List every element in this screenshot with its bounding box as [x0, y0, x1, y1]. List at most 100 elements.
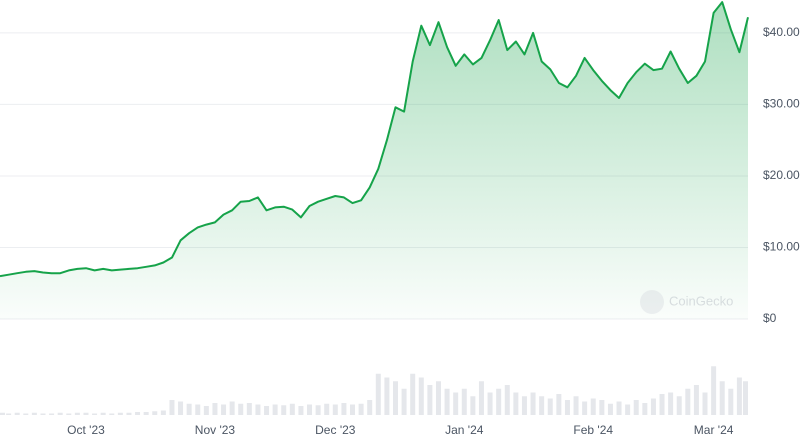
watermark-text: CoinGecko	[669, 293, 733, 308]
volume-bar	[49, 413, 55, 415]
volume-bar	[229, 401, 235, 415]
volume-bar	[341, 403, 347, 415]
volume-bar	[298, 406, 304, 415]
watermark-logo	[640, 290, 664, 314]
volume-bar	[487, 392, 493, 415]
volume-bar	[711, 366, 717, 415]
volume-bar	[195, 404, 201, 415]
volume-bar	[625, 404, 631, 415]
y-tick-label: $0	[763, 311, 777, 325]
volume-bar	[289, 403, 295, 415]
volume-bar	[143, 412, 149, 415]
x-tick-label: Feb '24	[573, 423, 613, 437]
x-tick-label: Jan '24	[445, 423, 484, 437]
volume-bar	[607, 403, 613, 415]
volume-bar	[212, 403, 218, 415]
volume-bar	[676, 396, 682, 415]
volume-bar	[599, 400, 605, 415]
volume-bar	[74, 412, 80, 415]
volume-bar	[392, 381, 398, 415]
volume-bar	[564, 400, 570, 415]
price-line	[0, 1, 749, 278]
volume-bar	[332, 404, 338, 415]
volume-bar	[693, 385, 699, 415]
volume-bar	[375, 373, 381, 415]
volume-bar	[246, 403, 252, 415]
y-tick-label: $10.00	[763, 240, 800, 254]
y-tick-label: $40.00	[763, 25, 800, 39]
volume-bar	[539, 396, 545, 415]
volume-bar	[264, 406, 270, 415]
volume-bar	[582, 401, 588, 415]
volume-bar	[418, 377, 424, 415]
volume-bar	[401, 388, 407, 415]
volume-bar	[616, 401, 622, 415]
volume-bar	[659, 394, 665, 415]
volume-bar	[92, 413, 98, 415]
volume-bar	[135, 412, 141, 415]
volume-bar	[702, 392, 708, 415]
volume-bar	[743, 381, 748, 415]
volume-bar	[307, 404, 313, 415]
volume-bar	[642, 403, 648, 415]
volume-bar	[384, 377, 390, 415]
volume-bar	[513, 392, 519, 415]
volume-bar	[728, 388, 734, 415]
volume-bar	[367, 400, 373, 415]
y-tick-label: $30.00	[763, 97, 800, 111]
volume-bar	[31, 412, 37, 415]
volume-bar	[100, 412, 106, 415]
volume-bar	[530, 392, 536, 415]
volume-bar	[470, 396, 476, 415]
volume-bar	[14, 412, 20, 415]
volume-bar	[521, 396, 527, 415]
volume-bar	[410, 373, 416, 415]
volume-bar	[315, 405, 321, 415]
volume-bar	[186, 403, 192, 415]
volume-bar	[238, 403, 244, 415]
volume-bar	[504, 385, 510, 415]
volume-bar	[444, 388, 450, 415]
volume-bar	[160, 410, 166, 415]
volume-bar	[556, 394, 562, 415]
volume-bar	[358, 403, 364, 415]
volume-bar	[109, 413, 115, 415]
volume-bar	[255, 404, 261, 415]
volume-bar	[590, 398, 596, 415]
volume-bar	[66, 413, 72, 415]
volume-bar	[6, 413, 12, 415]
volume-bar	[203, 406, 209, 415]
volume-bar	[427, 385, 433, 415]
volume-bar	[650, 398, 656, 415]
volume-bar	[117, 412, 123, 415]
volume-bar	[57, 412, 63, 415]
x-tick-label: Mar '24	[694, 423, 734, 437]
volume-bar	[281, 405, 287, 415]
x-tick-label: Dec '23	[315, 423, 356, 437]
volume-bar	[573, 396, 579, 415]
volume-bar	[633, 400, 639, 415]
volume-bar	[324, 403, 330, 415]
volume-bar	[178, 401, 184, 415]
volume-bar	[83, 412, 89, 415]
volume-bar	[719, 381, 725, 415]
volume-bar	[350, 404, 356, 415]
volume-bar	[461, 388, 467, 415]
volume-bar	[272, 404, 278, 415]
volume-bar	[435, 381, 441, 415]
volume-bar	[496, 388, 502, 415]
volume-bar	[152, 411, 158, 415]
y-tick-label: $20.00	[763, 168, 800, 182]
volume-bar	[169, 400, 175, 415]
price-area	[0, 2, 748, 319]
volume-bar	[547, 398, 553, 415]
volume-bar	[23, 413, 29, 415]
volume-bar	[478, 381, 484, 415]
volume-bar	[668, 392, 674, 415]
volume-bar	[685, 388, 691, 415]
x-tick-label: Nov '23	[195, 423, 236, 437]
x-tick-label: Oct '23	[67, 423, 105, 437]
watermark: CoinGecko	[640, 290, 733, 314]
volume-bar	[40, 413, 46, 415]
